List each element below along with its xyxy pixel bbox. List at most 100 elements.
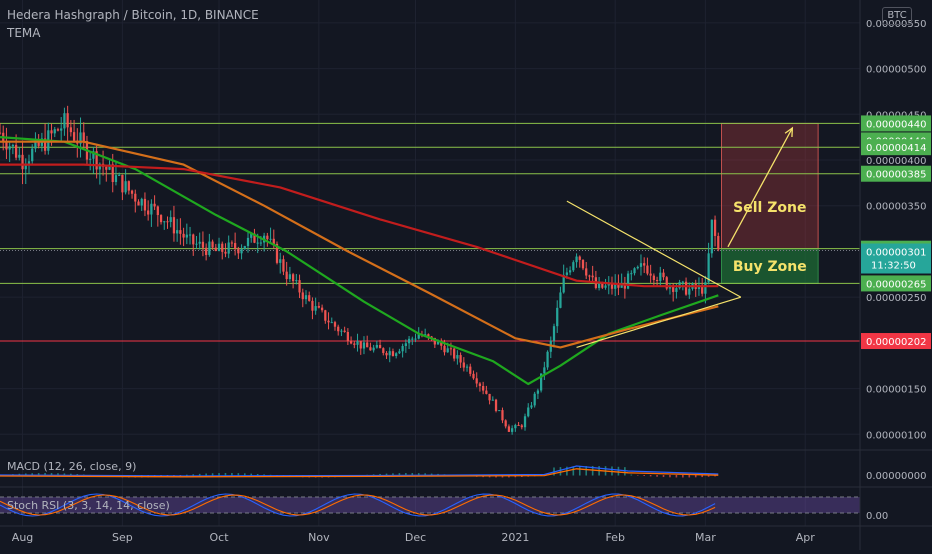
candle <box>717 235 720 250</box>
candle <box>253 233 256 243</box>
currency-badge[interactable]: BTC <box>882 7 912 25</box>
candle <box>79 132 82 144</box>
macd-label: MACD (12, 26, close, 9) <box>7 460 136 473</box>
candle <box>256 242 259 244</box>
candle <box>710 219 713 254</box>
level-price-tag-bg <box>861 333 931 350</box>
candle <box>675 288 678 292</box>
candle <box>662 272 665 278</box>
macd-histogram-bar <box>572 466 575 476</box>
candle <box>565 272 569 275</box>
candle <box>130 190 134 194</box>
candle <box>159 215 163 223</box>
candle <box>291 274 295 282</box>
candle <box>456 355 459 359</box>
candle <box>105 166 108 170</box>
candle <box>5 142 8 150</box>
candle <box>295 280 298 282</box>
macd-histogram-bar <box>675 475 678 478</box>
candle <box>14 144 18 158</box>
candle <box>713 219 717 236</box>
candle <box>156 206 159 216</box>
macd-histogram-bar <box>31 473 34 476</box>
candle <box>53 129 56 134</box>
candle <box>227 242 230 254</box>
candle <box>530 405 533 408</box>
candle <box>63 113 66 129</box>
macd-histogram-bar <box>63 473 66 476</box>
macd-histogram-bar <box>379 473 381 476</box>
time-tick-label: 2021 <box>501 531 529 544</box>
macd-histogram-bar <box>179 475 182 476</box>
triangle-trendline <box>566 200 742 298</box>
candle <box>507 426 511 432</box>
macd-histogram-bar <box>392 473 394 476</box>
candle <box>620 283 623 288</box>
candle <box>272 238 275 244</box>
candle <box>114 175 118 183</box>
macd-histogram-bar <box>211 473 214 476</box>
candle <box>701 285 704 294</box>
candle <box>488 393 491 401</box>
time-tick-label: Oct <box>210 531 230 544</box>
candle <box>182 233 185 238</box>
macd-histogram-bar <box>417 473 420 476</box>
candle <box>630 273 633 275</box>
level-price-tag: 0.00000414 <box>866 143 926 154</box>
candle <box>140 198 143 206</box>
candle <box>317 306 321 308</box>
candle <box>665 277 668 289</box>
candle <box>269 238 272 240</box>
candle <box>372 347 375 351</box>
candle <box>704 282 707 294</box>
time-tick-label: Dec <box>405 531 426 544</box>
macd-histogram-bar <box>578 466 581 476</box>
candle <box>288 274 292 280</box>
macd-histogram-bar <box>559 467 562 476</box>
macd-histogram-bar <box>198 473 201 476</box>
candle <box>404 343 407 347</box>
candle <box>626 273 630 289</box>
macd-histogram-bar <box>669 475 671 478</box>
candle <box>643 263 646 266</box>
candle <box>333 322 337 327</box>
candle <box>359 341 362 349</box>
candle <box>304 295 308 300</box>
candle <box>684 281 688 295</box>
price-tick-label: 0.00000250 <box>866 293 926 304</box>
candle <box>243 246 246 250</box>
time-tick-label: Aug <box>12 531 33 544</box>
candle <box>659 272 662 281</box>
candle <box>285 271 288 280</box>
candle <box>124 181 127 193</box>
candle <box>407 338 411 344</box>
candle <box>395 353 398 356</box>
candle <box>585 268 588 276</box>
candle <box>601 282 604 288</box>
candle <box>453 348 456 359</box>
macd-histogram-bar <box>243 473 246 476</box>
candle <box>147 210 150 215</box>
macd-histogram-bar <box>643 475 645 476</box>
macd-histogram-bar <box>70 473 72 476</box>
candle <box>688 288 691 295</box>
price-tick-label: 0.00000100 <box>866 430 926 441</box>
current-price-tag: 0.00000301 <box>866 248 926 259</box>
candle <box>536 390 540 394</box>
candle <box>82 132 85 142</box>
candle <box>31 148 34 162</box>
macd-histogram-bar <box>250 473 253 476</box>
price-tick-label: 0.00000350 <box>866 202 926 213</box>
candle <box>543 367 546 374</box>
candle <box>498 410 501 412</box>
macd-histogram-bar <box>424 473 426 476</box>
candle <box>185 234 188 238</box>
candle <box>462 362 465 368</box>
target-price-tag: 0.00000440 <box>866 119 926 130</box>
candle <box>337 326 340 332</box>
candle <box>246 237 250 247</box>
price-tick-label: 0.00000500 <box>866 65 926 76</box>
candle <box>137 201 140 206</box>
bar-countdown: 11:32:50 <box>871 261 916 272</box>
